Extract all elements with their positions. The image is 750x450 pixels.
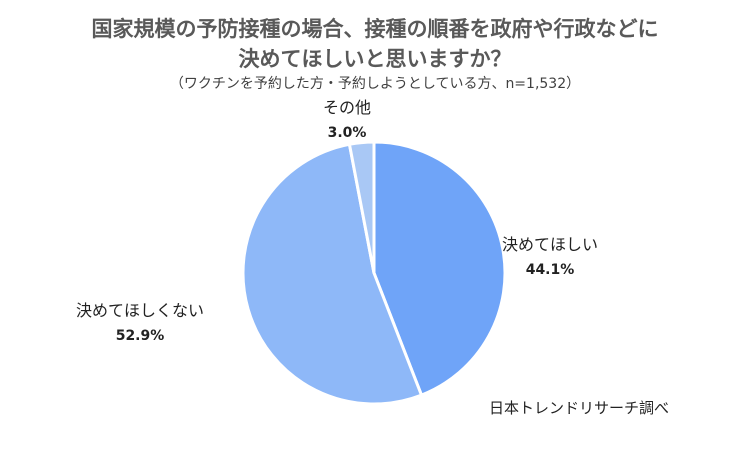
pie-labels: 決めてほしい 44.1% 決めてほしくない 52.9% その他 3.0% bbox=[76, 98, 598, 344]
slice-value-label: 52.9% bbox=[116, 328, 165, 344]
slice-kimete-hoshikunai bbox=[241, 142, 423, 406]
slice-value-label: 44.1% bbox=[526, 262, 575, 278]
chart-title-line1: 国家規模の予防接種の場合、接種の順番を政府や行政などに bbox=[91, 17, 659, 41]
slice-value-label: 3.0% bbox=[328, 125, 367, 141]
source-note: 日本トレンドリサーチ調べ bbox=[489, 399, 670, 417]
chart-title: 国家規模の予防接種の場合、接種の順番を政府や行政などに 決めてほしいと思いますか… bbox=[0, 14, 750, 74]
slice-label: その他 bbox=[323, 98, 371, 117]
slice-sonota bbox=[347, 140, 376, 275]
slice-label: 決めてほしい bbox=[502, 235, 598, 254]
pie-slices bbox=[241, 140, 507, 406]
chart-subtitle: （ワクチンを予約した方・予約しようとしている方、n=1,532） bbox=[169, 76, 581, 92]
slice-kimete-hoshii bbox=[372, 140, 507, 397]
chart-title-line2: 決めてほしいと思いますか？ bbox=[238, 47, 512, 71]
slice-label: 決めてほしくない bbox=[76, 301, 204, 320]
